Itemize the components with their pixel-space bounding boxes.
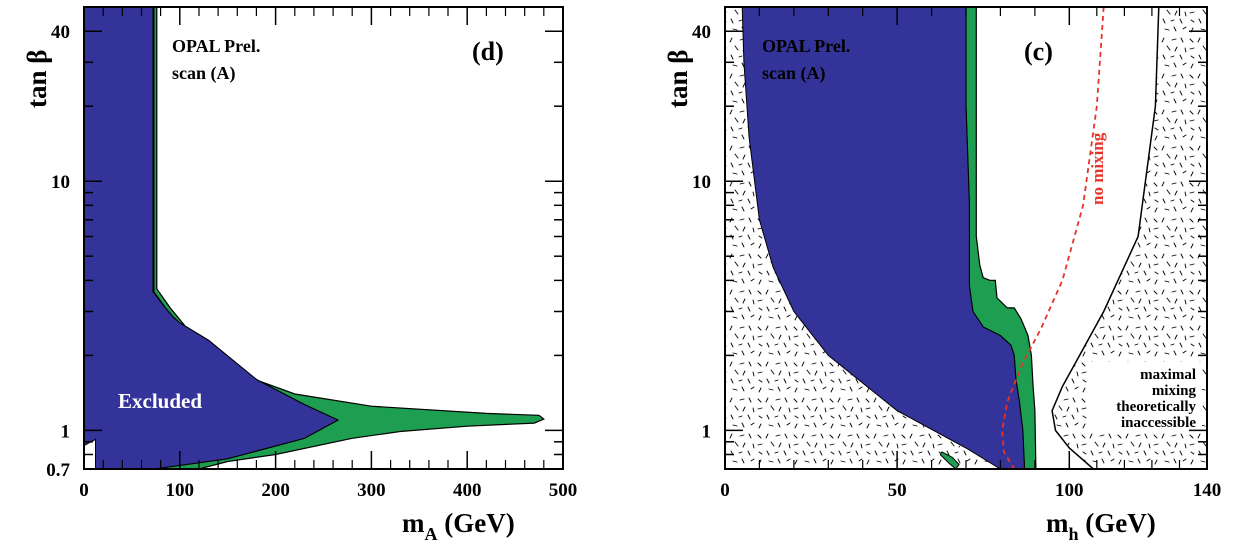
d-regions xyxy=(84,7,545,469)
c-y-tick-label: 1 xyxy=(702,421,712,442)
d-x-tick-label: 400 xyxy=(453,480,482,501)
c-xlabel-sub: h xyxy=(1069,524,1079,544)
c-y-tick-label: 10 xyxy=(692,172,711,193)
c-scan-label: scan (A) xyxy=(762,63,826,84)
d-x-tick-label: 500 xyxy=(549,480,578,501)
d-x-tick-label: 0 xyxy=(79,480,89,501)
d-scan-label: scan (A) xyxy=(172,63,236,84)
d-panel-tag: (d) xyxy=(472,37,504,66)
d-xlabel-sub: A xyxy=(425,524,438,544)
inaccessible-line-4: inaccessible xyxy=(1121,415,1196,431)
c-curves xyxy=(1001,7,1160,469)
c-x-tick-label: 140 xyxy=(1193,480,1222,501)
c-y-ticks: 1 10 40 xyxy=(692,22,1207,470)
c-regions xyxy=(725,7,1207,469)
c-small-band-sliver xyxy=(939,451,960,469)
c-x-tick-label: 100 xyxy=(1055,480,1084,501)
c-x-tick-label: 50 xyxy=(888,480,907,501)
d-plot-frame xyxy=(83,6,564,470)
c-panel-tag: (c) xyxy=(1024,37,1053,66)
inaccessible-line-1: maximal xyxy=(1140,367,1196,383)
panel-d: 0 100 200 300 400 500 0.7 1 10 40 OPAL Prel. sca… xyxy=(22,6,577,544)
d-y-axis-title: tan β xyxy=(22,50,52,108)
d-excluded-label: Excluded xyxy=(118,389,202,413)
d-y-tick-label: 10 xyxy=(51,172,70,193)
c-x-axis-title: mh (GeV) xyxy=(1046,508,1156,544)
d-x-ticks: 0 100 200 300 400 500 xyxy=(79,7,577,501)
d-xlabel-main: m xyxy=(402,508,425,538)
d-y-tick-label: 0.7 xyxy=(46,460,70,481)
c-y-tick-label: 40 xyxy=(692,22,711,43)
c-left-inaccessible-region xyxy=(725,7,1001,469)
inaccessible-annotation: maximal mixing theoretically inaccessibl… xyxy=(1116,367,1196,431)
maximal-mixing-curve xyxy=(1051,7,1160,469)
d-x-tick-label: 100 xyxy=(166,480,195,501)
d-experiment-label: OPAL Prel. xyxy=(172,36,260,56)
d-y-tick-label: 40 xyxy=(51,22,70,43)
inaccessible-line-2: mixing xyxy=(1152,383,1197,399)
d-x-tick-label: 300 xyxy=(357,480,386,501)
c-y-axis-title: tan β xyxy=(663,50,693,108)
c-annotation-backdrop xyxy=(1088,362,1202,432)
inaccessible-line-3: theoretically xyxy=(1116,399,1196,415)
c-right-inaccessible-region xyxy=(1052,7,1207,469)
no-mixing-curve xyxy=(1001,7,1105,469)
c-experiment-label: OPAL Prel. xyxy=(762,36,850,56)
c-x-ticks: 0 50 100 140 xyxy=(720,7,1221,501)
d-xlabel-unit: (GeV) xyxy=(438,508,515,538)
no-mixing-label: no mixing xyxy=(1088,132,1107,205)
c-excluded-region xyxy=(741,7,1026,469)
c-x-tick-label: 0 xyxy=(720,480,730,501)
d-x-axis-title: mA (GeV) xyxy=(402,508,515,544)
d-y-ticks: 0.7 1 10 40 xyxy=(46,22,563,481)
d-y-tick-label: 1 xyxy=(61,421,71,442)
d-excluded-region xyxy=(84,7,340,469)
c-xlabel-main: m xyxy=(1046,508,1069,538)
d-x-tick-label: 200 xyxy=(261,480,290,501)
c-xlabel-unit: (GeV) xyxy=(1079,508,1156,538)
